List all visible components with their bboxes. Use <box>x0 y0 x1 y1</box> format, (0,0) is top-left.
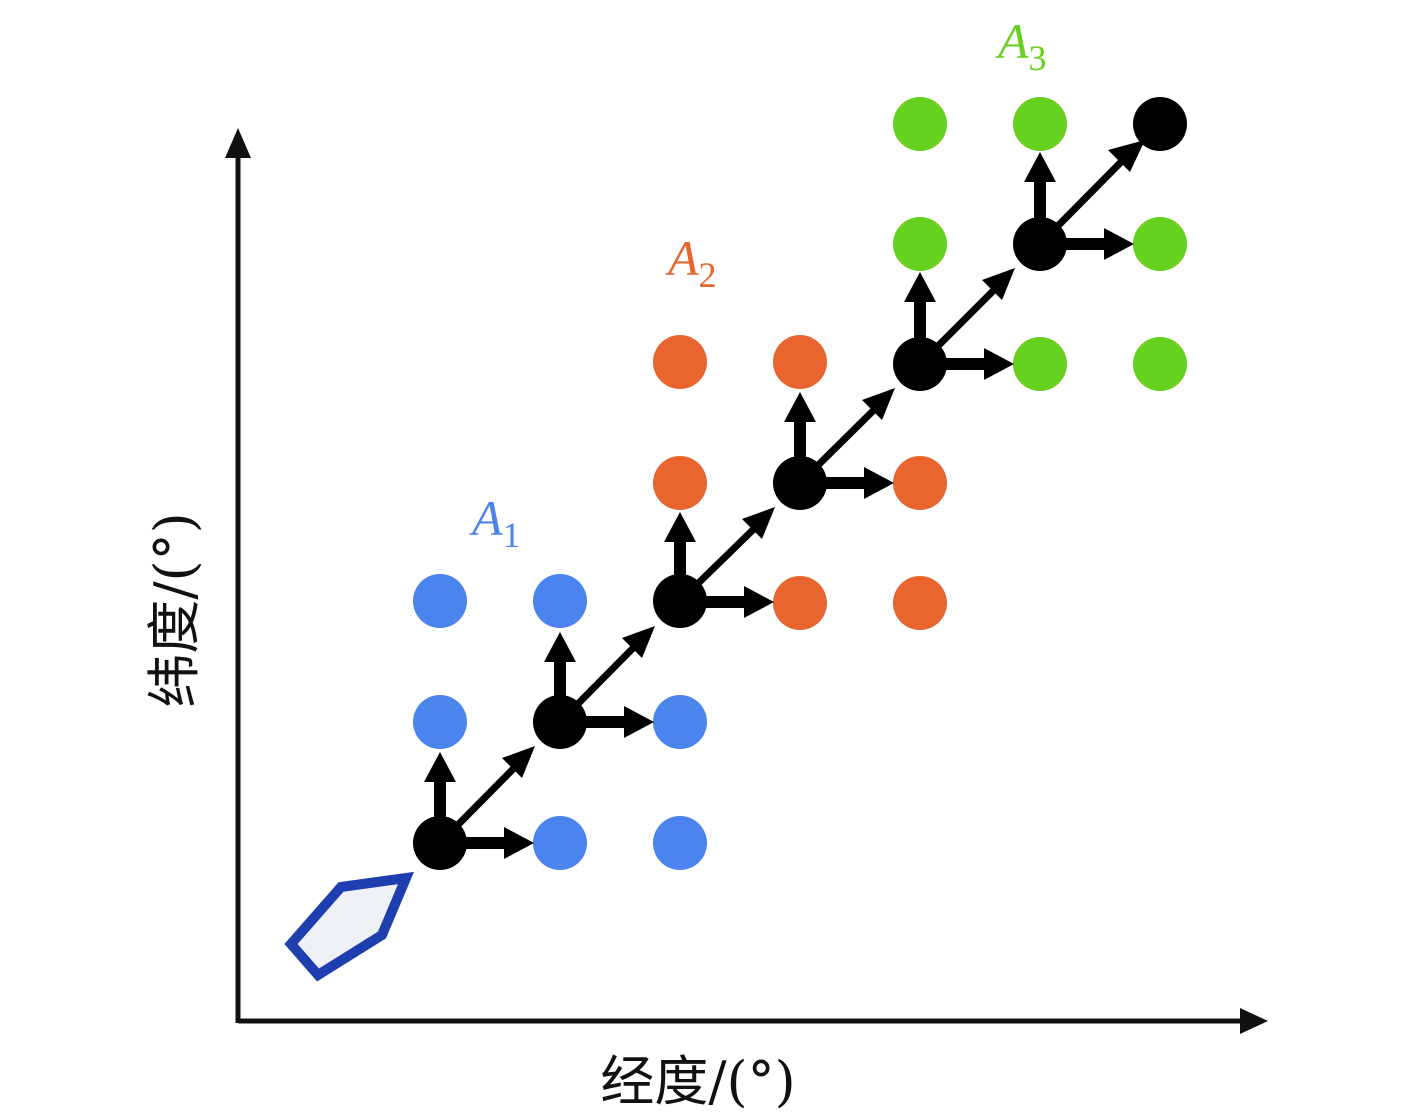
north-arrow-head <box>664 512 696 542</box>
grid-point <box>1013 97 1067 151</box>
grid-point <box>653 335 707 389</box>
east-arrows <box>462 228 1134 859</box>
north-arrow-shaft <box>674 538 686 584</box>
east-arrow-shaft <box>462 837 508 849</box>
east-arrow-shaft <box>1062 238 1108 250</box>
north-arrow-shaft <box>914 298 926 344</box>
path-node <box>1013 217 1067 271</box>
east-arrow-head <box>624 706 654 738</box>
x-axis-arrowhead <box>1240 1008 1268 1034</box>
region-label-a3-subscript: 3 <box>1029 38 1047 78</box>
grid-point <box>653 816 707 870</box>
north-arrow-head <box>784 392 816 422</box>
grid-point <box>773 576 827 630</box>
north-arrow-shaft <box>554 658 566 704</box>
region-label-a3-letter: A <box>995 13 1029 69</box>
grid-point <box>893 456 947 510</box>
arrowhead <box>502 746 535 778</box>
region-label-a2-letter: A <box>665 230 699 286</box>
grid-point <box>413 695 467 749</box>
east-arrow-head <box>744 586 774 618</box>
north-arrow-shaft <box>794 418 806 464</box>
grid-point <box>413 574 467 628</box>
diagonal-arrowheads <box>502 140 1145 778</box>
axes <box>225 128 1268 1034</box>
east-arrow-head <box>504 827 534 859</box>
arrowhead <box>742 507 775 539</box>
region-a1-points <box>413 574 707 870</box>
region-a2-points <box>653 335 947 630</box>
path-node <box>1133 97 1187 151</box>
east-arrow-head <box>984 348 1014 380</box>
north-arrow-shaft <box>1034 180 1046 226</box>
north-arrows <box>424 152 1056 824</box>
grid-point <box>773 335 827 389</box>
path-node <box>893 337 947 391</box>
path-node <box>773 456 827 510</box>
north-arrow-head <box>424 752 456 782</box>
east-arrow-shaft <box>582 716 628 728</box>
north-arrow-shaft <box>434 778 446 824</box>
grid-point <box>1013 337 1067 391</box>
grid-point <box>893 576 947 630</box>
east-arrow-shaft <box>702 596 748 608</box>
path-node <box>533 695 587 749</box>
arrowhead <box>1108 140 1145 172</box>
region-label-a1-subscript: 1 <box>503 515 521 555</box>
arrowhead <box>622 626 655 658</box>
north-arrow-head <box>904 272 936 302</box>
north-arrow-head <box>544 632 576 662</box>
grid-point <box>893 217 947 271</box>
grid-point <box>893 97 947 151</box>
grid-point <box>653 695 707 749</box>
east-arrow-head <box>1104 228 1134 260</box>
grid-point <box>533 816 587 870</box>
grid-point <box>533 574 587 628</box>
y-axis-arrowhead <box>225 128 251 158</box>
path-node <box>653 574 707 628</box>
grid-point <box>653 456 707 510</box>
region-label-a1-letter: A <box>469 490 503 546</box>
y-axis-label: 纬度/(°) <box>143 512 206 707</box>
ship-icon <box>284 871 415 982</box>
arrowhead <box>862 388 895 420</box>
east-arrow-head <box>864 467 894 499</box>
path-nodes <box>413 97 1187 870</box>
region-label-a2: A2 <box>665 230 717 295</box>
east-arrow-shaft <box>942 358 988 370</box>
region-label-a1: A1 <box>469 490 521 555</box>
region-label-a3: A3 <box>995 13 1047 78</box>
path-node <box>413 816 467 870</box>
east-arrow-shaft <box>822 477 868 489</box>
x-axis-label: 经度/(°) <box>600 1050 795 1113</box>
region-a3-points <box>893 97 1187 391</box>
region-label-a2-subscript: 2 <box>699 255 717 295</box>
arrowhead <box>982 268 1015 300</box>
grid-point <box>1133 217 1187 271</box>
grid-point <box>1133 337 1187 391</box>
north-arrow-head <box>1024 152 1056 182</box>
